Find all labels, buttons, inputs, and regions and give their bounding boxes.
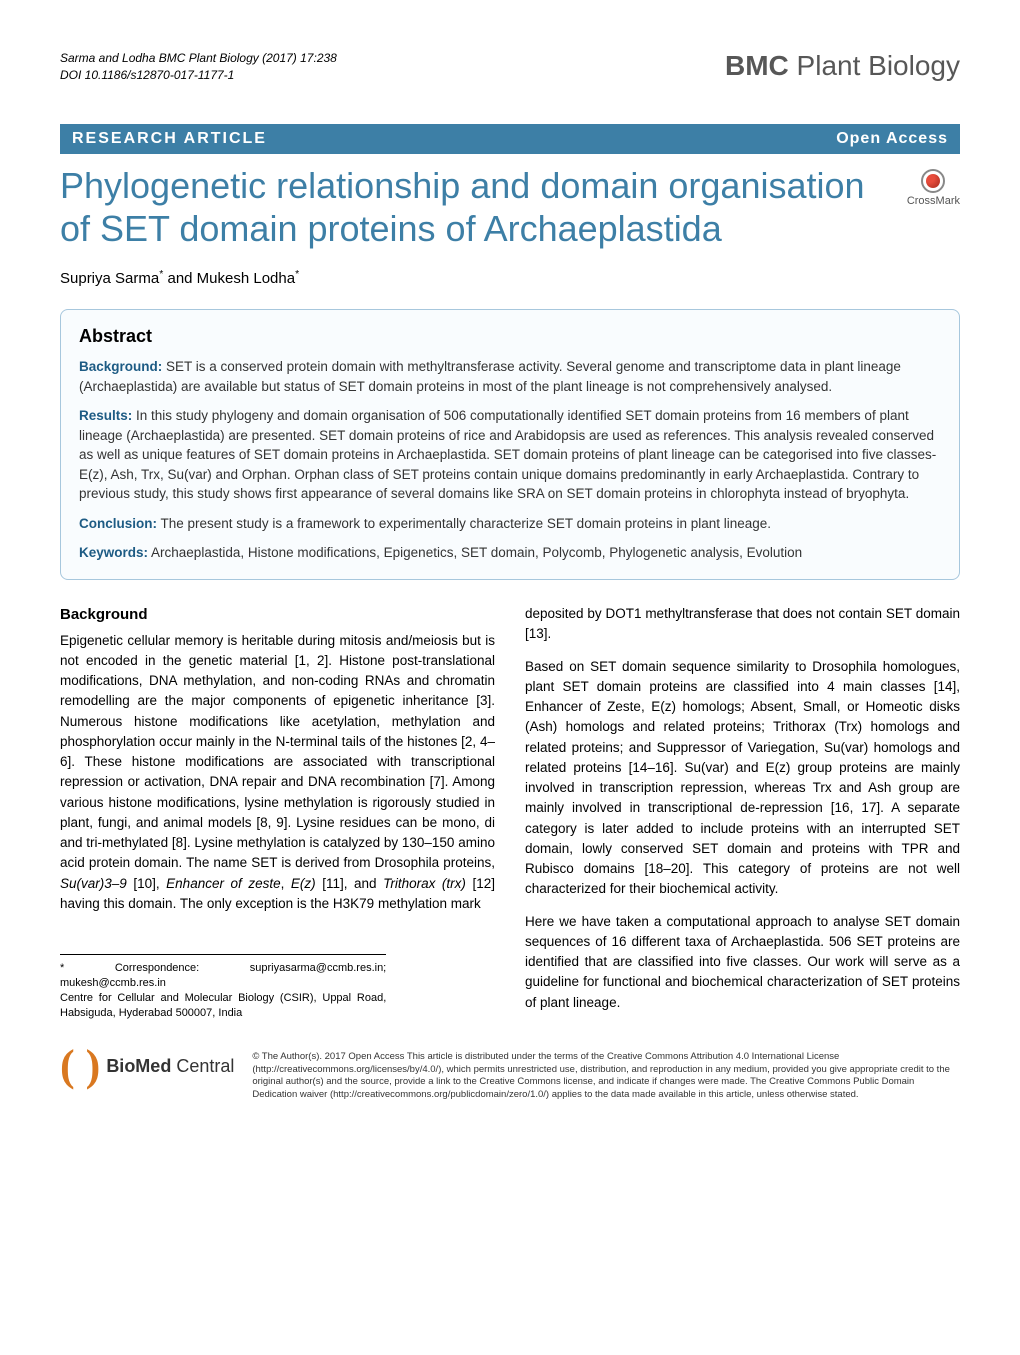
bmc-text-regular: Central [171, 1056, 234, 1076]
abstract-conclusion-text: The present study is a framework to expe… [157, 516, 771, 531]
abstract-heading: Abstract [79, 326, 941, 347]
left-column: Background Epigenetic cellular memory is… [60, 604, 495, 1025]
crossmark-label: CrossMark [907, 195, 960, 207]
body-columns: Background Epigenetic cellular memory is… [60, 604, 960, 1025]
crossmark-widget[interactable]: CrossMark [907, 169, 960, 207]
citation-block: Sarma and Lodha BMC Plant Biology (2017)… [60, 50, 337, 84]
background-p4: Here we have taken a computational appro… [525, 912, 960, 1013]
background-p1: Epigenetic cellular memory is heritable … [60, 631, 495, 915]
bmc-text: BioMed Central [106, 1056, 234, 1077]
abstract-background: Background: SET is a conserved protein d… [79, 357, 941, 396]
abstract-keywords: Keywords: Archaeplastida, Histone modifi… [79, 543, 941, 563]
authors-line: Supriya Sarma* and Mukesh Lodha* [60, 268, 960, 287]
citation-doi: DOI 10.1186/s12870-017-1177-1 [60, 67, 337, 84]
bmc-text-bold: BioMed [106, 1056, 171, 1076]
background-p3: Based on SET domain sequence similarity … [525, 657, 960, 900]
background-p2-top: deposited by DOT1 methyltransferase that… [525, 604, 960, 645]
page-container: Sarma and Lodha BMC Plant Biology (2017)… [0, 0, 1020, 1122]
journal-name-regular: Plant Biology [789, 50, 960, 81]
abstract-results-label: Results: [79, 408, 132, 423]
bmc-paren-icon: ( ) [60, 1051, 100, 1082]
journal-name-bold: BMC [725, 50, 789, 81]
abstract-conclusion-label: Conclusion: [79, 516, 157, 531]
keywords-text: Archaeplastida, Histone modifications, E… [148, 545, 802, 560]
article-title: Phylogenetic relationship and domain org… [60, 164, 960, 250]
abstract-box: Abstract Background: SET is a conserved … [60, 309, 960, 580]
footer: ( ) BioMed Central © The Author(s). 2017… [60, 1043, 960, 1102]
keywords-label: Keywords: [79, 545, 148, 560]
right-column: deposited by DOT1 methyltransferase that… [525, 604, 960, 1025]
abstract-results: Results: In this study phylogeny and dom… [79, 406, 941, 504]
open-access-label: Open Access [836, 130, 948, 148]
biomed-central-logo: ( ) BioMed Central [60, 1051, 234, 1082]
crossmark-icon [921, 169, 945, 193]
correspondence-block: * Correspondence: supriyasarma@ccmb.res.… [60, 954, 386, 1020]
background-heading: Background [60, 604, 495, 627]
abstract-results-text: In this study phylogeny and domain organ… [79, 408, 936, 501]
correspondence-affiliation: Centre for Cellular and Molecular Biolog… [60, 991, 386, 1021]
abstract-conclusion: Conclusion: The present study is a frame… [79, 514, 941, 534]
license-text: © The Author(s). 2017 Open Access This a… [252, 1051, 960, 1102]
header-row: Sarma and Lodha BMC Plant Biology (2017)… [60, 50, 960, 84]
article-type-bar: RESEARCH ARTICLE Open Access [60, 124, 960, 154]
journal-logo: BMC Plant Biology [725, 50, 960, 82]
citation-authors: Sarma and Lodha BMC Plant Biology (2017)… [60, 50, 337, 67]
abstract-background-text: SET is a conserved protein domain with m… [79, 359, 901, 394]
abstract-background-label: Background: [79, 359, 162, 374]
article-type-label: RESEARCH ARTICLE [72, 130, 267, 148]
correspondence-emails: * Correspondence: supriyasarma@ccmb.res.… [60, 961, 386, 991]
